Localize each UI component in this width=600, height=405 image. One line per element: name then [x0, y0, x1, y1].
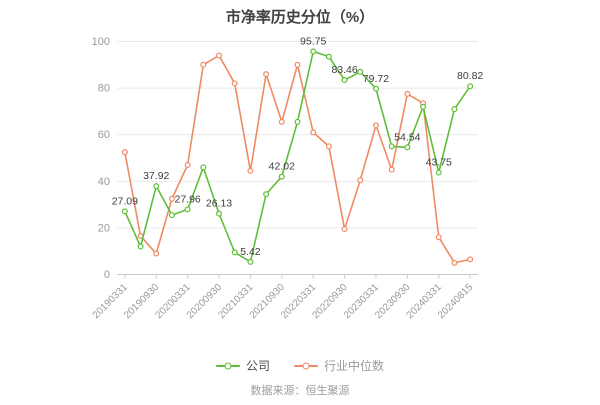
- svg-text:79.72: 79.72: [363, 73, 389, 85]
- legend-item-industry-median[interactable]: 行业中位数: [294, 357, 384, 374]
- svg-text:20240815: 20240815: [436, 282, 476, 322]
- svg-text:54.54: 54.54: [394, 131, 420, 143]
- svg-text:95.75: 95.75: [300, 35, 326, 47]
- svg-text:27.96: 27.96: [174, 193, 200, 205]
- legend-label-industry-median: 行业中位数: [324, 359, 385, 373]
- svg-text:37.92: 37.92: [143, 170, 169, 182]
- legend-item-company[interactable]: 公司: [215, 357, 270, 374]
- svg-text:5.42: 5.42: [240, 246, 261, 258]
- company-series-marker-icon: [215, 361, 240, 370]
- svg-text:100: 100: [92, 36, 110, 48]
- svg-text:60: 60: [98, 129, 110, 141]
- svg-text:80: 80: [98, 83, 110, 95]
- chart-title: 市净率历史分位（%）: [225, 9, 375, 26]
- svg-text:43.75: 43.75: [426, 157, 452, 169]
- svg-text:27.09: 27.09: [112, 195, 138, 207]
- legend-label-company: 公司: [245, 359, 270, 373]
- data-source-note: 数据来源：恒生聚源: [250, 385, 350, 397]
- legend: 公司 行业中位数: [0, 357, 600, 374]
- pb-percentile-line-chart: 0204060801002019033120190930202003312020…: [91, 35, 484, 322]
- svg-text:0: 0: [104, 269, 110, 281]
- svg-text:80.82: 80.82: [457, 70, 483, 82]
- svg-text:40: 40: [98, 176, 110, 188]
- svg-text:26.13: 26.13: [206, 198, 232, 210]
- svg-text:42.02: 42.02: [269, 161, 295, 173]
- industry-series-marker-icon: [294, 361, 318, 370]
- svg-text:83.46: 83.46: [331, 64, 357, 76]
- svg-text:20: 20: [98, 222, 110, 234]
